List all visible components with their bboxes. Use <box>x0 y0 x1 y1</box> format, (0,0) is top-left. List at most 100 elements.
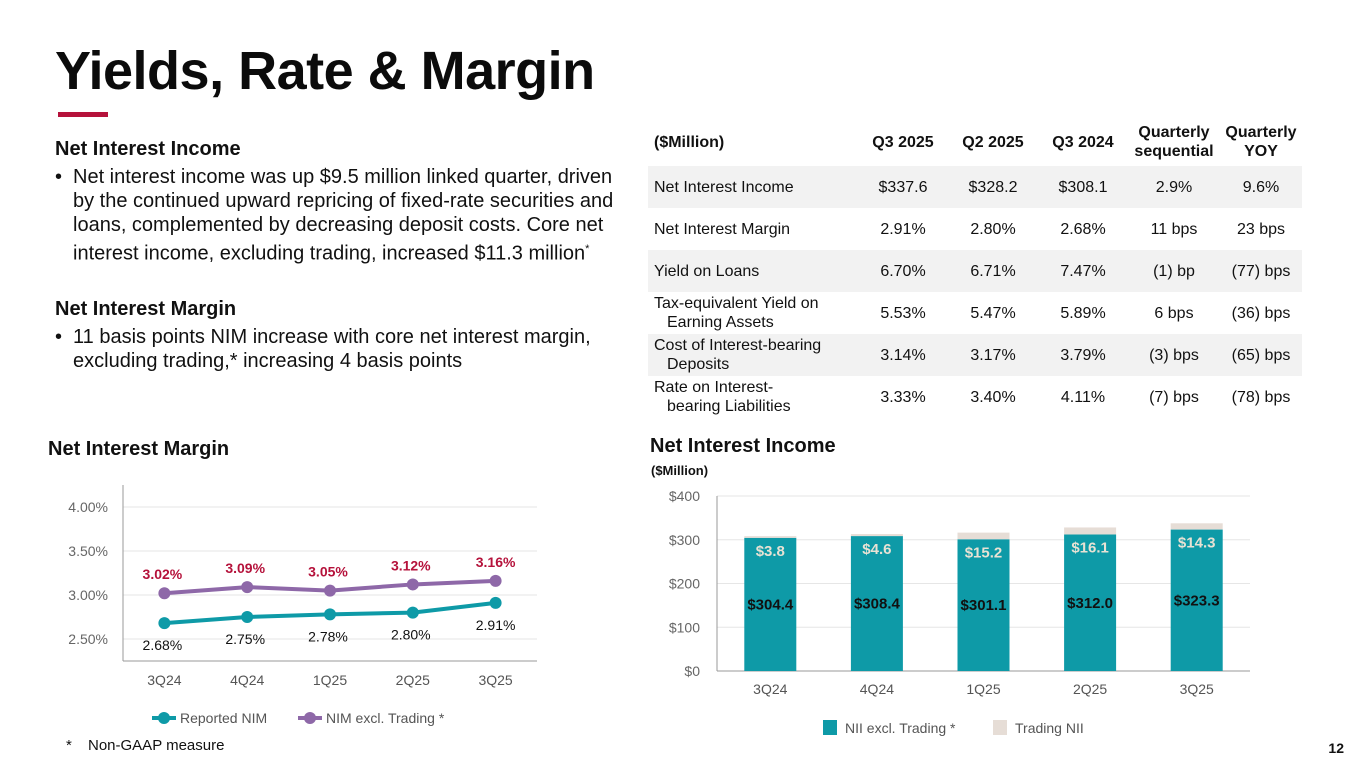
data-label: $15.2 <box>965 544 1003 561</box>
table-cell: 3.79% <box>1038 334 1128 376</box>
table-cell: 6.71% <box>948 250 1038 292</box>
data-label: $14.3 <box>1178 535 1216 552</box>
y-tick-label: $300 <box>669 532 700 548</box>
row-label-line2: Earning Assets <box>667 314 774 331</box>
data-label: $304.4 <box>747 596 794 613</box>
bar-segment-1 <box>744 536 797 538</box>
column-header: Quarterly sequential <box>1134 124 1214 160</box>
row-label-line1: Rate on Interest- <box>654 379 774 396</box>
data-point <box>324 608 336 621</box>
nii-chart-subtitle: ($Million) <box>651 463 709 478</box>
nii-bullet-text: Net interest income was up $9.5 million … <box>73 166 614 265</box>
column-header: Quarterly YOY <box>1225 124 1297 160</box>
x-tick-label: 4Q24 <box>860 681 894 697</box>
data-label: $301.1 <box>961 597 1007 614</box>
bar-segment-1 <box>1170 523 1223 530</box>
data-label: $308.4 <box>854 596 901 613</box>
table-cell: 6 bps <box>1154 304 1194 322</box>
data-label: 3.05% <box>308 564 348 580</box>
nii-bar-chart: $0 $100 $200 $300 $400 3Q24 $304.4 $3.8 4Q24 $308… <box>669 488 1250 736</box>
row-label: Rate on Interest-bearing Liabilities <box>648 376 858 418</box>
data-point <box>241 611 254 623</box>
table-header-row: ($Million) Q3 2025 Q2 2025 Q3 2024 Quart… <box>648 118 1302 166</box>
data-label: 2.75% <box>225 631 265 647</box>
bar-segment-1 <box>1064 527 1117 535</box>
table-cell: 3.40% <box>970 388 1016 406</box>
footnote-star: * <box>66 737 72 754</box>
x-tick-label: 1Q25 <box>966 681 1000 697</box>
table-cell: 6.70% <box>858 250 948 292</box>
y-tick-label: $0 <box>684 663 700 679</box>
footnote: * Non-GAAP measure <box>66 737 224 754</box>
x-tick-label: 3Q25 <box>478 672 512 688</box>
table-cell: 11 bps <box>1150 220 1198 238</box>
table-row: Tax-equivalent Yield on Earning Assets 5.5… <box>648 292 1302 334</box>
column-header: ($Million) <box>654 133 725 151</box>
row-label: Yield on Loans <box>648 250 858 292</box>
nim-line-chart: 2.50% 3.00% 3.50% 4.00% 3Q24 4Q24 1Q25 2Q25 3Q25… <box>68 485 537 726</box>
row-label-line1: Cost of Interest-bearing <box>654 337 822 354</box>
table-cell: 5.47% <box>970 304 1016 322</box>
bar-segment-0 <box>957 539 1010 671</box>
row-label-line2: bearing Liabilities <box>667 398 791 415</box>
legend-swatch-icon <box>823 720 837 735</box>
table-cell: 3.14% <box>858 334 948 376</box>
nii-bullet-footnote-mark: * <box>585 243 590 255</box>
table-row: Net Interest Income $337.6 $328.2 $308.1 2.9… <box>648 166 1302 208</box>
y-tick-label: $200 <box>669 576 700 592</box>
data-point <box>489 596 502 609</box>
bar-segment-1 <box>957 532 1010 540</box>
bar-segment-0 <box>744 537 797 671</box>
legend-swatch-icon <box>993 720 1007 735</box>
table-cell: (3) bps <box>1128 334 1220 376</box>
summary-section: Net Interest Income • Net interest incom… <box>55 138 615 377</box>
title-accent-rule <box>58 112 108 117</box>
nii-chart-title: Net Interest Income <box>650 435 836 457</box>
table-cell: 4.11% <box>1060 388 1106 406</box>
table-cell: $328.2 <box>948 166 1038 208</box>
table-cell: 2.91% <box>880 220 926 238</box>
data-label: 2.80% <box>391 627 431 643</box>
x-tick-label: 1Q25 <box>313 672 347 688</box>
table-cell: 3.33% <box>880 388 926 406</box>
y-tick-label: 2.50% <box>68 631 108 647</box>
legend-marker-icon <box>304 712 316 724</box>
data-label: $323.3 <box>1174 592 1220 609</box>
bullet-icon: • <box>55 325 63 348</box>
legend-label: Reported NIM <box>180 710 267 726</box>
table-cell: (36) bps <box>1231 304 1291 322</box>
y-tick-label: $100 <box>669 619 700 635</box>
data-point <box>158 617 171 630</box>
row-label-line1: Tax-equivalent Yield on <box>654 295 819 312</box>
table-cell: 2.80% <box>970 220 1016 238</box>
bar-segment-0 <box>850 536 903 671</box>
x-tick-label: 2Q25 <box>396 672 430 688</box>
table-cell: 2.9% <box>1128 166 1220 208</box>
nim-bullet-text: 11 basis points NIM increase with core n… <box>73 325 591 372</box>
table-cell: 5.53% <box>880 304 926 322</box>
nim-heading: Net Interest Margin <box>55 297 237 320</box>
data-label: $4.6 <box>862 541 891 558</box>
row-label: Cost of Interest-bearing Deposits <box>648 334 858 376</box>
data-label: $312.0 <box>1067 595 1113 612</box>
table-cell: 7.47% <box>1038 250 1128 292</box>
table-cell: (78) bps <box>1231 388 1291 406</box>
row-label-line1: Net Interest Income <box>654 178 794 196</box>
data-point <box>158 587 171 600</box>
data-label: 3.16% <box>476 554 516 570</box>
legend-label: Trading NII <box>1015 720 1084 736</box>
data-label: $3.8 <box>756 543 785 560</box>
data-point <box>241 581 254 594</box>
data-label: 3.12% <box>391 557 431 573</box>
metrics-table: ($Million) Q3 2025 Q2 2025 Q3 2024 Quart… <box>648 118 1302 418</box>
bar-segment-0 <box>1170 529 1223 671</box>
data-label: 3.09% <box>225 560 265 576</box>
table-row: Yield on Loans 6.70% 6.71% 7.47% (1) bp (77) … <box>648 250 1302 292</box>
x-tick-label: 3Q25 <box>1180 681 1214 697</box>
bar-segment-1 <box>850 534 903 537</box>
row-label: Tax-equivalent Yield on Earning Assets <box>648 292 858 334</box>
y-tick-label: $400 <box>669 488 700 504</box>
x-tick-label: 2Q25 <box>1073 681 1107 697</box>
data-point <box>406 578 419 591</box>
table-cell: (77) bps <box>1220 250 1302 292</box>
